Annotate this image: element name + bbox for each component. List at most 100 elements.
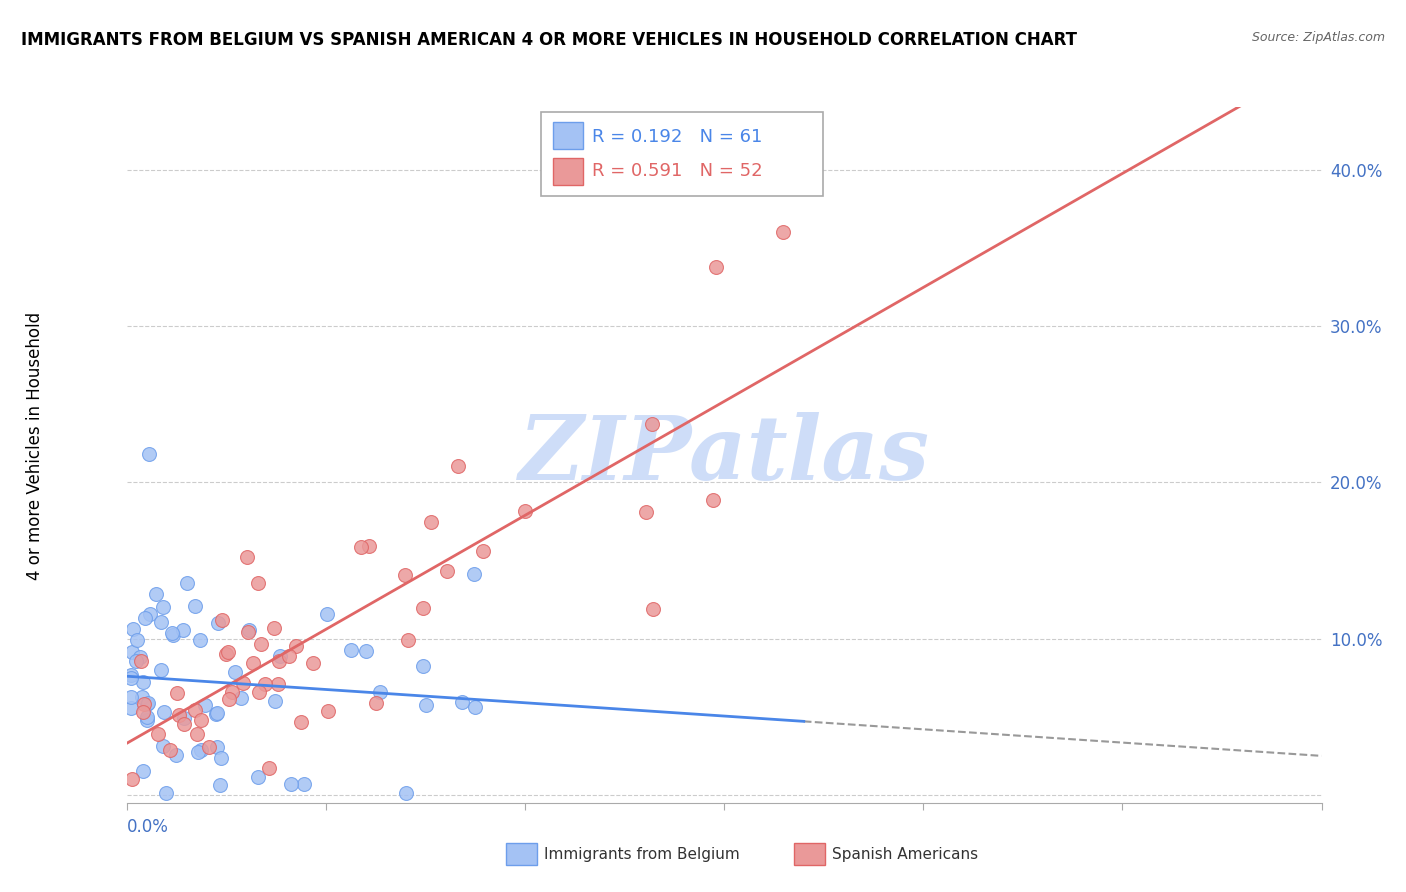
- Point: [217, 645, 239, 659]
- Point: [515, 504, 537, 518]
- Point: [315, 607, 337, 621]
- Point: [190, 714, 212, 728]
- Point: [190, 743, 212, 757]
- Point: [198, 740, 221, 755]
- Point: [242, 656, 264, 670]
- Point: [263, 621, 285, 635]
- Point: [149, 615, 172, 629]
- Point: [294, 777, 316, 791]
- Point: [221, 685, 243, 699]
- Point: [120, 700, 142, 714]
- Point: [132, 697, 155, 711]
- Point: [167, 708, 190, 723]
- Point: [160, 626, 183, 640]
- Point: [316, 704, 339, 718]
- Point: [447, 459, 470, 474]
- Point: [207, 706, 229, 721]
- Text: Source: ZipAtlas.com: Source: ZipAtlas.com: [1251, 31, 1385, 45]
- Point: [634, 506, 657, 520]
- Point: [131, 690, 153, 705]
- Point: [702, 493, 724, 508]
- Point: [290, 714, 312, 729]
- Point: [155, 786, 177, 800]
- Point: [463, 566, 485, 581]
- Point: [121, 645, 143, 659]
- Point: [162, 628, 184, 642]
- Point: [146, 727, 169, 741]
- Point: [125, 633, 148, 648]
- Point: [120, 690, 142, 705]
- Point: [232, 675, 254, 690]
- Point: [267, 677, 290, 691]
- Point: [396, 632, 419, 647]
- Text: Spanish Americans: Spanish Americans: [832, 847, 979, 862]
- Point: [231, 691, 253, 706]
- Point: [247, 575, 270, 590]
- Point: [207, 740, 229, 755]
- Point: [208, 778, 231, 792]
- Point: [643, 602, 665, 616]
- Point: [139, 607, 162, 621]
- Point: [394, 568, 416, 582]
- Point: [415, 698, 437, 713]
- Point: [128, 649, 150, 664]
- Point: [412, 659, 434, 673]
- Point: [704, 260, 727, 274]
- Point: [125, 654, 148, 668]
- Point: [257, 761, 280, 775]
- Point: [187, 745, 209, 759]
- Point: [188, 632, 211, 647]
- Point: [176, 575, 198, 590]
- Point: [132, 764, 155, 779]
- Point: [121, 772, 143, 786]
- Point: [250, 637, 273, 651]
- Point: [152, 705, 174, 719]
- Text: IMMIGRANTS FROM BELGIUM VS SPANISH AMERICAN 4 OR MORE VEHICLES IN HOUSEHOLD CORR: IMMIGRANTS FROM BELGIUM VS SPANISH AMERI…: [21, 31, 1077, 49]
- Point: [173, 717, 195, 731]
- Point: [215, 647, 238, 661]
- Point: [395, 786, 418, 800]
- Point: [277, 649, 299, 664]
- Point: [269, 649, 291, 664]
- Point: [280, 777, 302, 791]
- Point: [173, 711, 195, 725]
- Point: [152, 739, 174, 753]
- Point: [451, 695, 474, 709]
- Point: [149, 663, 172, 677]
- Point: [152, 600, 174, 615]
- Text: R = 0.591   N = 52: R = 0.591 N = 52: [592, 162, 762, 180]
- Point: [370, 685, 392, 699]
- Point: [183, 599, 205, 613]
- Point: [205, 706, 228, 721]
- Point: [135, 697, 157, 711]
- Point: [364, 697, 387, 711]
- Point: [145, 587, 167, 601]
- Point: [419, 516, 441, 530]
- Point: [301, 656, 323, 670]
- Point: [472, 544, 495, 558]
- Point: [464, 700, 486, 714]
- Point: [209, 751, 232, 765]
- Point: [134, 611, 156, 625]
- Point: [135, 710, 157, 724]
- Point: [122, 622, 145, 636]
- Point: [120, 671, 142, 685]
- Point: [218, 692, 240, 706]
- Point: [267, 654, 290, 668]
- Point: [357, 539, 380, 553]
- Point: [194, 698, 217, 712]
- Point: [136, 696, 159, 710]
- Point: [264, 694, 287, 708]
- Point: [354, 643, 377, 657]
- Point: [253, 677, 276, 691]
- Text: 4 or more Vehicles in Household: 4 or more Vehicles in Household: [27, 312, 44, 580]
- Point: [247, 685, 270, 699]
- Point: [238, 625, 260, 640]
- Text: R = 0.192   N = 61: R = 0.192 N = 61: [592, 128, 762, 145]
- Point: [238, 623, 260, 637]
- Point: [184, 703, 207, 717]
- Point: [172, 623, 194, 637]
- Point: [165, 748, 187, 763]
- Point: [135, 714, 157, 728]
- Point: [436, 564, 458, 578]
